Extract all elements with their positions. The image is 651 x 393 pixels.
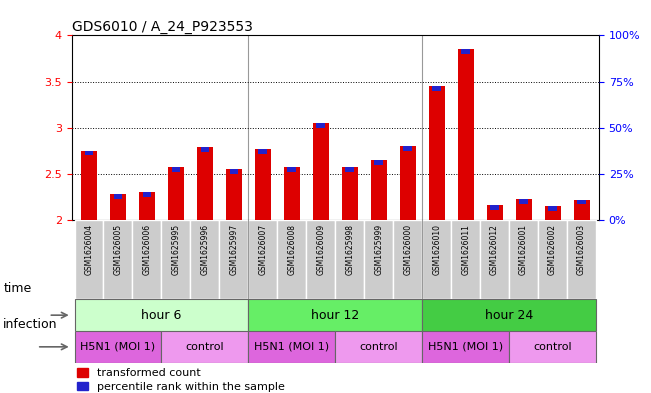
Bar [132,220,161,299]
Bar [313,123,329,220]
Bar [429,86,445,220]
Bar [306,220,335,299]
Legend: transformed count, percentile rank within the sample: transformed count, percentile rank withi… [77,368,285,392]
Bar [161,331,248,363]
Text: GSM1626009: GSM1626009 [316,224,326,275]
Bar [451,220,480,299]
Bar [422,220,451,299]
Bar [288,167,296,172]
Bar [400,146,416,220]
Bar [480,220,509,299]
Text: GSM1626007: GSM1626007 [258,224,268,275]
Bar [74,299,248,331]
Bar [567,220,596,299]
Bar [248,220,277,299]
Text: GSM1626011: GSM1626011 [461,224,470,275]
Text: GSM1626000: GSM1626000 [403,224,412,275]
Text: hour 6: hour 6 [141,309,182,321]
Bar [74,331,161,363]
Bar [172,167,180,172]
Text: GSM1626003: GSM1626003 [577,224,586,275]
Bar [374,160,383,165]
Bar [190,220,219,299]
Bar [432,86,441,91]
Bar [458,49,474,220]
Text: GSM1626005: GSM1626005 [113,224,122,275]
Bar [509,331,596,363]
Text: time: time [3,282,31,296]
Bar [545,206,561,220]
Bar [487,206,503,220]
Bar [574,200,590,220]
Text: infection: infection [3,318,58,331]
Text: hour 12: hour 12 [311,309,359,321]
Text: H5N1 (MOI 1): H5N1 (MOI 1) [428,342,503,352]
Bar [161,220,190,299]
Bar [548,206,557,211]
Bar [342,167,357,220]
Bar [577,200,586,204]
Text: GSM1626006: GSM1626006 [143,224,152,275]
Text: GSM1625996: GSM1625996 [201,224,210,275]
Text: GSM1625998: GSM1625998 [345,224,354,275]
Bar [168,167,184,220]
Bar [422,331,509,363]
Bar [255,149,271,220]
Bar [104,220,132,299]
Text: GSM1626008: GSM1626008 [287,224,296,275]
Bar [230,169,238,174]
Text: control: control [533,342,572,352]
Text: GSM1625995: GSM1625995 [171,224,180,275]
Bar [197,147,213,220]
Bar [346,167,354,172]
Text: GSM1625997: GSM1625997 [229,224,238,275]
Bar [110,194,126,220]
Bar [335,220,365,299]
Text: GSM1626001: GSM1626001 [519,224,528,275]
Bar [509,220,538,299]
Bar [277,220,306,299]
Bar [85,151,93,156]
Bar [258,149,267,154]
Bar [139,193,155,220]
Bar [422,299,596,331]
Bar [462,49,470,54]
Bar [114,194,122,199]
Text: control: control [359,342,398,352]
Bar [404,146,412,151]
Text: GSM1625999: GSM1625999 [374,224,383,275]
Bar [393,220,422,299]
Text: H5N1 (MOI 1): H5N1 (MOI 1) [81,342,156,352]
Bar [284,167,299,220]
Bar [248,331,335,363]
Bar [365,220,393,299]
Bar [490,206,499,210]
Bar [335,331,422,363]
Bar [316,123,325,128]
Bar [538,220,567,299]
Text: hour 24: hour 24 [485,309,533,321]
Bar [516,199,532,220]
Bar [201,147,209,152]
Bar [519,199,528,204]
Text: GSM1626010: GSM1626010 [432,224,441,275]
Text: H5N1 (MOI 1): H5N1 (MOI 1) [255,342,329,352]
Bar [248,299,422,331]
Text: GSM1626004: GSM1626004 [85,224,94,275]
Text: control: control [186,342,224,352]
Bar [371,160,387,220]
Bar [226,169,242,220]
Bar [219,220,248,299]
Bar [143,193,151,197]
Bar [74,220,104,299]
Text: GDS6010 / A_24_P923553: GDS6010 / A_24_P923553 [72,20,253,34]
Text: GSM1626012: GSM1626012 [490,224,499,275]
Text: GSM1626002: GSM1626002 [548,224,557,275]
Bar [81,151,97,220]
